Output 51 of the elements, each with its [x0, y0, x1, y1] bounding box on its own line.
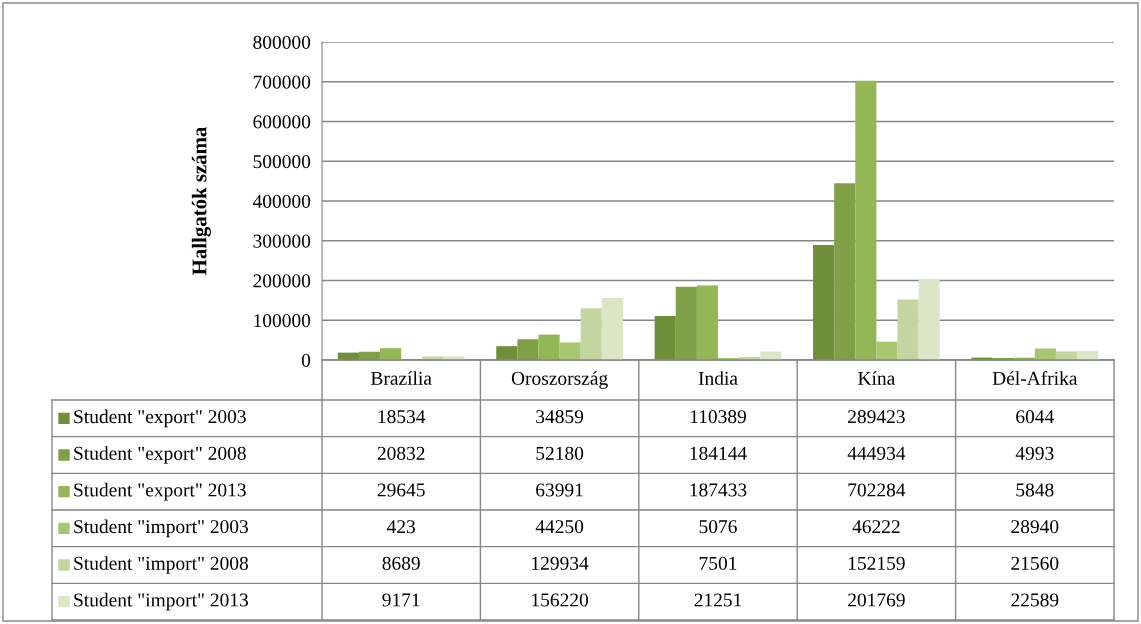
- y-tick-label: 100000: [254, 314, 311, 328]
- data-label: 702284: [848, 483, 906, 497]
- x-tick-label: Oroszország: [511, 371, 608, 389]
- data-label: 44250: [535, 520, 584, 534]
- y-tick-label: 400000: [252, 194, 311, 208]
- data-label: 9171: [382, 593, 420, 607]
- data-label: 46222: [852, 520, 900, 534]
- data-label: 20832: [377, 446, 425, 460]
- data-label: 22589: [1011, 593, 1059, 607]
- y-tick-label: 200000: [253, 274, 311, 288]
- data-label: 18534: [378, 410, 426, 424]
- y-tick-label: 600000: [253, 115, 311, 129]
- data-label: 8689: [382, 556, 420, 570]
- y-tick-label: 800000: [253, 35, 311, 49]
- data-label: 7501: [699, 556, 737, 570]
- data-label: 152159: [848, 556, 905, 570]
- data-label: 423: [387, 520, 416, 534]
- legend-label: Student "export" 2003: [74, 409, 246, 428]
- data-label: 129934: [532, 556, 589, 570]
- data-label: 6044: [1016, 410, 1054, 424]
- legend-label: Student "import" 2008: [74, 556, 249, 574]
- data-label: 21251: [694, 593, 742, 607]
- x-tick-label: Dél-Afrika: [992, 370, 1078, 385]
- x-tick-label: India: [698, 371, 738, 385]
- data-label: 29645: [377, 483, 425, 497]
- legend-label: Student "import" 2013: [74, 592, 248, 611]
- legend-label: Student "import" 2003: [74, 519, 248, 538]
- y-tick-label: 500000: [253, 155, 311, 169]
- y-tick-label: 700000: [253, 75, 311, 89]
- y-axis-title: Hallgatók száma: [191, 126, 211, 276]
- data-label: 4993: [1015, 446, 1054, 460]
- data-label: 21560: [1011, 556, 1059, 570]
- data-label: 184144: [690, 446, 747, 460]
- data-label: 34859: [536, 410, 584, 424]
- data-label: 52180: [536, 446, 584, 460]
- data-label: 156220: [532, 593, 589, 607]
- y-tick-label: 300000: [253, 234, 311, 248]
- data-label: 28940: [1011, 520, 1059, 534]
- x-tick-label: Kína: [858, 371, 896, 385]
- legend-label: Student "export" 2008: [74, 446, 246, 464]
- data-label: 5076: [699, 520, 737, 534]
- data-label: 63991: [536, 483, 583, 497]
- x-tick-label: Brazília: [370, 371, 432, 385]
- data-label: 201769: [848, 593, 905, 607]
- legend-label: Student "export" 2013: [74, 482, 246, 501]
- data-label: 5848: [1016, 483, 1054, 497]
- data-label: 110389: [690, 410, 747, 424]
- data-label: 289423: [848, 410, 905, 424]
- y-tick-label: 0: [301, 353, 311, 367]
- data-label: 444934: [847, 446, 906, 460]
- data-label: 187433: [690, 483, 747, 497]
